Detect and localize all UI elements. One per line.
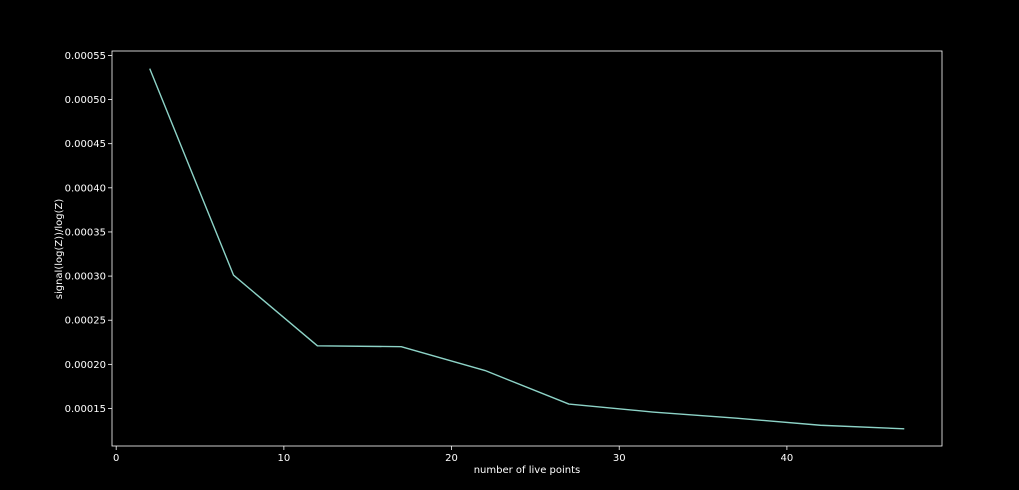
- x-tick-label: 10: [278, 453, 291, 464]
- y-tick-label: 0.00055: [65, 51, 106, 62]
- y-axis-label: signal(log(Z))/log(Z): [54, 199, 65, 300]
- x-axis-ticks: 0 10 20 30 40: [113, 446, 793, 464]
- series-line: [149, 68, 905, 430]
- x-tick-label: 30: [613, 453, 626, 464]
- y-tick-label: 0.00050: [65, 95, 106, 106]
- y-tick-label: 0.00030: [65, 272, 106, 283]
- y-tick-label: 0.00020: [65, 360, 106, 371]
- x-tick-label: 0: [113, 453, 119, 464]
- y-tick-label: 0.00045: [65, 139, 106, 150]
- x-tick-label: 20: [445, 453, 458, 464]
- y-tick-label: 0.00040: [65, 183, 106, 194]
- x-axis-label: number of live points: [474, 465, 581, 476]
- x-tick-label: 40: [781, 453, 794, 464]
- y-axis-ticks: 0.00015 0.00020 0.00025 0.00030 0.00035 0.000…: [65, 51, 112, 415]
- y-tick-label: 0.00015: [65, 404, 106, 415]
- y-tick-label: 0.00035: [65, 227, 106, 238]
- y-tick-label: 0.00025: [65, 316, 106, 327]
- series-layer: [149, 68, 905, 430]
- plot-area: [111, 50, 943, 447]
